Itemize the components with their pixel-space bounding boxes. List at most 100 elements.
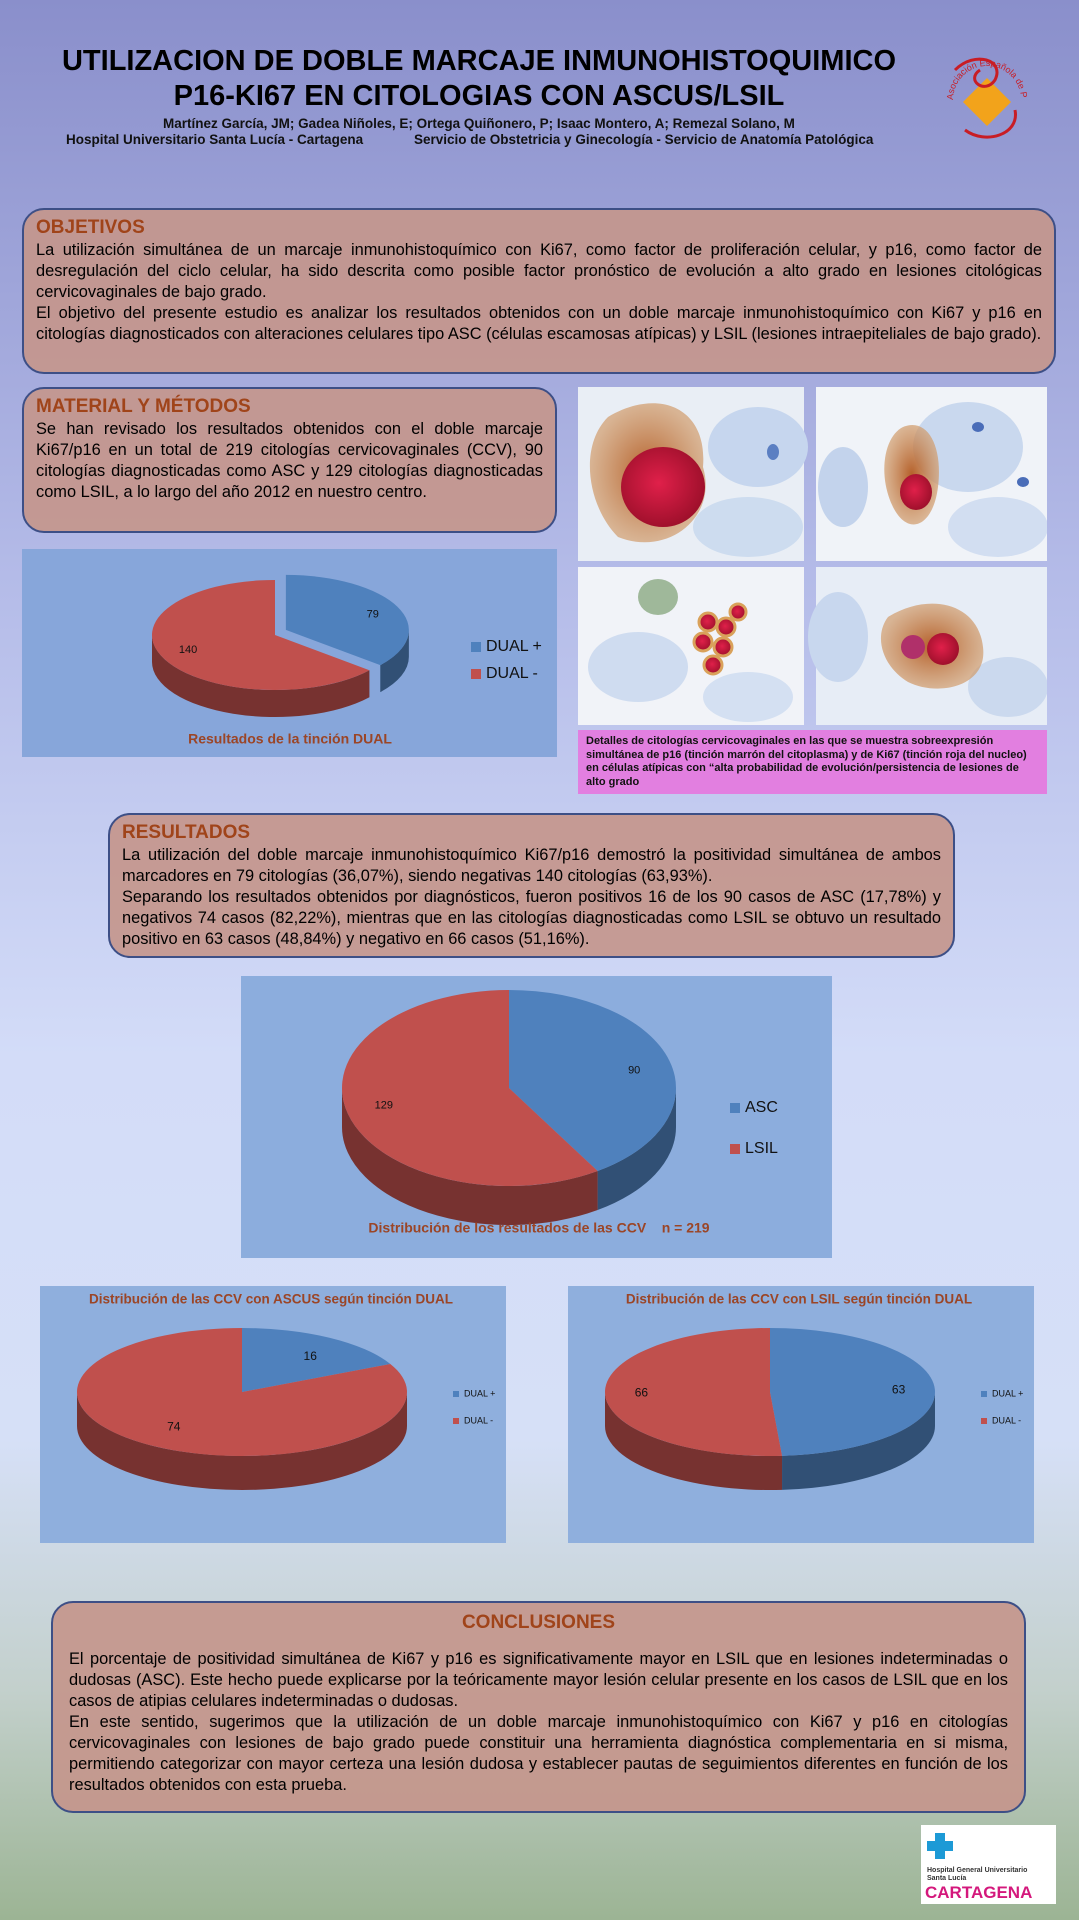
wedge-side bbox=[342, 1088, 598, 1225]
wedge-side bbox=[77, 1392, 407, 1490]
conclusiones-box: CONCLUSIONES El porcentaje de positivida… bbox=[51, 1601, 1026, 1813]
chart: 79 140 DUAL + DUAL - Resultados de la tinció… bbox=[22, 549, 557, 757]
logo-line: Hospital General Universitario bbox=[927, 1867, 1027, 1874]
section-heading: MATERIAL Y MÉTODOS bbox=[36, 396, 251, 417]
value-label: 129 bbox=[375, 1099, 393, 1111]
paragraph: En este sentido, sugerimos que la utiliz… bbox=[69, 1713, 1008, 1794]
legend-swatch bbox=[981, 1418, 987, 1424]
nucleus bbox=[1017, 477, 1029, 487]
cell bbox=[588, 632, 688, 702]
legend-label: LSIL bbox=[745, 1140, 778, 1157]
wedge-side bbox=[605, 1392, 783, 1490]
cell bbox=[913, 402, 1023, 492]
legend-swatch bbox=[471, 669, 481, 679]
section-heading: CONCLUSIONES bbox=[461, 1612, 616, 1633]
cell bbox=[703, 672, 793, 722]
section-heading: OBJETIVOS bbox=[36, 217, 145, 238]
nucleus bbox=[712, 636, 734, 658]
logo-city: CARTAGENA bbox=[925, 1883, 1032, 1902]
wedge-side bbox=[782, 1392, 935, 1490]
wedge-side bbox=[380, 629, 409, 693]
legend-label: DUAL + bbox=[486, 638, 542, 655]
legend-swatch bbox=[981, 1391, 987, 1397]
photo-caption: Detalles de citologías cervicovaginales … bbox=[578, 730, 1047, 794]
hospital: Hospital Universitario Santa Lucía - Car… bbox=[66, 132, 364, 147]
nucleus bbox=[697, 611, 719, 633]
legend-label: DUAL + bbox=[992, 1388, 1023, 1398]
paragraph: El porcentaje de positividad simultánea … bbox=[69, 1650, 1008, 1710]
legend-label: DUAL - bbox=[464, 1415, 493, 1425]
chart-title: Distribución de los resultados de las CC… bbox=[368, 1220, 709, 1236]
nucleus bbox=[767, 444, 779, 460]
cell bbox=[638, 579, 678, 615]
nucleus bbox=[901, 635, 925, 659]
logo-swirl bbox=[953, 57, 1017, 139]
value-label: 79 bbox=[367, 609, 379, 621]
chart: 63 66 DUAL + DUAL - Distribución de las CCV … bbox=[568, 1286, 1034, 1543]
wedge bbox=[509, 990, 676, 1172]
wedge bbox=[242, 1328, 391, 1392]
legend-label: DUAL - bbox=[992, 1415, 1021, 1425]
wedge bbox=[76, 1328, 408, 1456]
cell bbox=[968, 657, 1047, 717]
legend-swatch bbox=[730, 1144, 740, 1154]
legend-swatch bbox=[453, 1418, 459, 1424]
logo-cross bbox=[927, 1833, 953, 1859]
photo bbox=[816, 387, 1047, 561]
cell-cluster bbox=[692, 602, 748, 676]
resultados-box: RESULTADOS La utilización del doble marc… bbox=[108, 813, 955, 958]
chart-title: Distribución de las CCV con ASCUS según … bbox=[89, 1292, 453, 1307]
cell bbox=[693, 497, 803, 557]
wedge bbox=[342, 990, 598, 1186]
legend-swatch bbox=[730, 1103, 740, 1113]
value-label: 16 bbox=[304, 1349, 318, 1363]
wedge bbox=[770, 1328, 936, 1456]
hospital-logo: Hospital General Universitario Santa Luc… bbox=[921, 1825, 1056, 1904]
wedge bbox=[605, 1328, 783, 1456]
legend-swatch bbox=[471, 642, 481, 652]
nucleus bbox=[900, 474, 932, 510]
paragraph: El objetivo del presente estudio es anal… bbox=[36, 304, 1042, 343]
value-label: 66 bbox=[635, 1386, 649, 1400]
nucleus bbox=[972, 422, 984, 432]
section-heading: RESULTADOS bbox=[122, 822, 251, 843]
paragraph: Separando los resultados obtenidos por d… bbox=[122, 888, 941, 948]
legend-label: DUAL + bbox=[464, 1388, 495, 1398]
value-label: 140 bbox=[179, 644, 197, 656]
chart-title: Distribución de las CCV con LSIL según t… bbox=[626, 1292, 972, 1307]
chart: 90 129 ASC LSIL Distribución de los resultad… bbox=[241, 976, 832, 1258]
cell bbox=[708, 407, 808, 487]
wedge-side bbox=[597, 1088, 676, 1211]
legend-label: DUAL - bbox=[486, 665, 538, 682]
micrographs bbox=[578, 387, 1047, 725]
title-line: UTILIZACION DE DOBLE MARCAJE INMUNOHISTO… bbox=[61, 45, 897, 77]
photo bbox=[578, 387, 808, 561]
legend-swatch bbox=[453, 1391, 459, 1397]
authors: Martínez García, JM; Gadea Niñoles, E; O… bbox=[163, 116, 795, 131]
paragraph: Se han revisado los resultados obtenidos… bbox=[36, 420, 543, 501]
chart: 16 74 DUAL + DUAL - Distribución de las CCV … bbox=[40, 1286, 506, 1543]
value-label: 90 bbox=[628, 1064, 640, 1076]
material-box: MATERIAL Y MÉTODOS Se han revisado los r… bbox=[22, 387, 557, 533]
objetivos-box: OBJETIVOS La utilización simultánea de u… bbox=[22, 208, 1056, 374]
photo bbox=[578, 567, 804, 725]
cell bbox=[948, 497, 1047, 557]
nucleus bbox=[702, 654, 724, 676]
value-label: 74 bbox=[167, 1419, 181, 1433]
nucleus bbox=[728, 602, 748, 622]
paragraph: La utilización del doble marcaje inmunoh… bbox=[122, 846, 941, 885]
society-logo: Asociación Española de Patología Cervica… bbox=[925, 40, 1029, 139]
nucleus bbox=[621, 447, 705, 527]
wedge-side bbox=[152, 635, 370, 717]
wedge bbox=[152, 580, 370, 690]
service: Servicio de Obstetricia y Ginecología - … bbox=[414, 132, 874, 147]
cell bbox=[818, 447, 868, 527]
nucleus bbox=[715, 616, 737, 638]
wedge bbox=[285, 574, 409, 666]
logo-diamond bbox=[963, 78, 1011, 126]
chart-title: Resultados de la tinción DUAL bbox=[188, 731, 392, 747]
paragraph: La utilización simultánea de un marcaje … bbox=[36, 241, 1042, 301]
title-line: P16-KI67 EN CITOLOGIAS CON ASCUS/LSIL bbox=[173, 80, 785, 112]
